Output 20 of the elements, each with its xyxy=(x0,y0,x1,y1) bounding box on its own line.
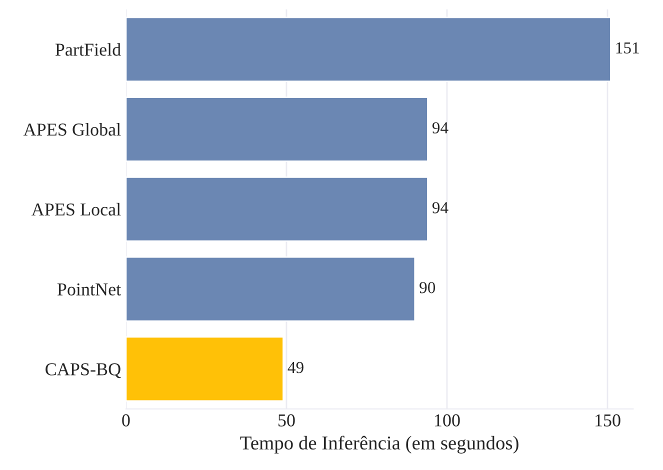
bar xyxy=(126,176,428,242)
data-label: 94 xyxy=(432,122,448,134)
x-tick-label: 100 xyxy=(435,414,460,426)
y-tick-label: CAPS-BQ xyxy=(46,363,121,378)
bar xyxy=(126,256,416,322)
x-tick-label: 150 xyxy=(596,414,620,426)
x-axis-title: Tempo de Inferência (em segundos) xyxy=(240,436,518,454)
bar xyxy=(126,336,284,402)
data-label: 90 xyxy=(420,282,436,294)
data-label: 151 xyxy=(616,42,639,54)
y-tick-label: PartField xyxy=(55,43,121,56)
x-tick-label: 0 xyxy=(122,414,130,426)
y-tick-label: PointNet xyxy=(57,283,122,296)
y-tick-label: APES Global xyxy=(23,122,121,136)
x-tick-label: 50 xyxy=(278,414,295,426)
y-tick-label: APES Local xyxy=(32,202,121,216)
bar xyxy=(126,96,428,162)
data-label: 49 xyxy=(288,362,304,374)
data-label: 94 xyxy=(432,202,448,214)
bar xyxy=(126,16,612,82)
